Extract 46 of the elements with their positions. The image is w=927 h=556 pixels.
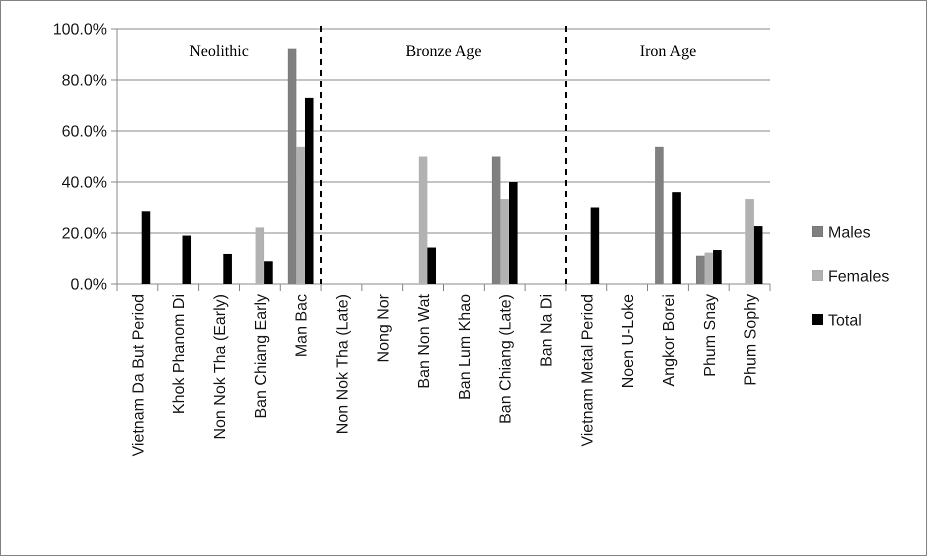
legend-label: Females	[828, 268, 890, 286]
annotation: Iron Age	[640, 43, 696, 60]
bar	[418, 156, 428, 284]
x-tick-label: Noen U-Loke	[620, 294, 638, 388]
bar	[509, 182, 518, 284]
bar	[223, 254, 232, 284]
x-tick-label: Ban Chiang (Late)	[498, 294, 515, 424]
y-tick-label: 40.0%	[62, 174, 107, 192]
bar	[427, 248, 436, 284]
x-tick-label: Ban Non Wat	[416, 293, 434, 389]
bar	[672, 192, 681, 284]
bar	[754, 226, 762, 284]
y-tick-label: 0.0%	[70, 276, 107, 294]
y-tick-label: 100.0%	[52, 22, 107, 39]
legend-label: Total	[828, 312, 862, 330]
x-tick-label: Non Nok Tha (Late)	[334, 294, 352, 434]
bar	[264, 261, 273, 284]
bar	[500, 199, 510, 284]
bar	[590, 208, 600, 284]
x-tick-label: Phum Snay	[702, 294, 719, 377]
bar	[696, 256, 704, 284]
x-tick-label: Ban Na Di	[538, 294, 556, 367]
x-tick-label: Vietnam Metal Period	[579, 294, 596, 447]
bar	[713, 250, 722, 284]
x-tick-label: Nong Nor	[375, 293, 392, 362]
y-tick-label: 20.0%	[62, 226, 107, 243]
bar	[182, 236, 192, 284]
bar	[745, 199, 754, 284]
annotation: Neolithic	[189, 43, 249, 60]
bar	[304, 98, 314, 284]
annotation: Bronze Age	[406, 43, 482, 60]
bar	[142, 211, 150, 284]
x-tick-label: Khok Phanom Di	[171, 294, 188, 414]
x-tick-label: Ban Chiang Early	[252, 294, 270, 419]
y-tick-label: 60.0%	[62, 124, 107, 141]
x-tick-label: Vietnam Da But Period	[130, 294, 148, 456]
y-tick-label: 80.0%	[62, 72, 107, 90]
bar	[256, 227, 264, 284]
x-tick-label: Ban Lum Khao	[456, 294, 474, 400]
x-tick-label: Phum Sophy	[742, 294, 760, 386]
x-tick-label: Angkor Borei	[660, 294, 678, 386]
bar	[296, 146, 305, 284]
bar	[704, 252, 714, 284]
x-tick-label: Non Nok Tha (Early)	[212, 294, 230, 440]
legend-label: Males	[828, 224, 871, 242]
x-tick-label: Man Bac	[294, 294, 311, 358]
